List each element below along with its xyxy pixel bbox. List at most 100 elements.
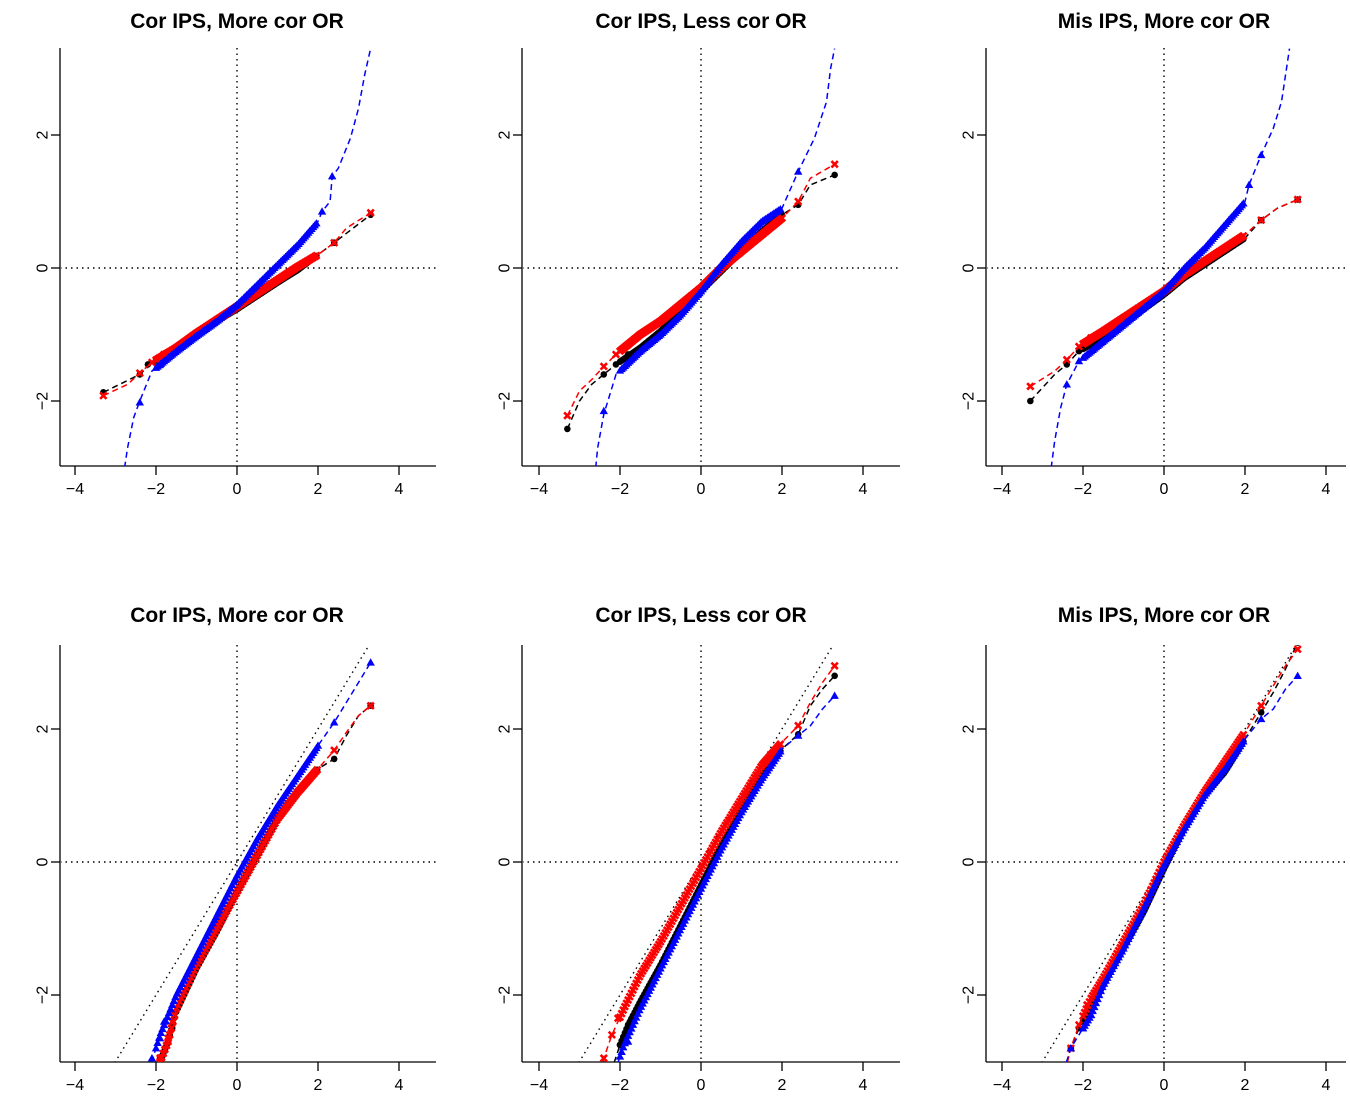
panel-title: Cor IPS, Less cor OR (595, 10, 806, 33)
point-marker (794, 197, 803, 206)
point-marker (830, 160, 839, 169)
x-tick-label: 2 (1241, 481, 1250, 498)
point-marker (830, 661, 839, 670)
series-red (599, 661, 839, 1062)
point-marker (366, 658, 375, 666)
point-marker (366, 701, 375, 710)
point-marker (164, 1034, 173, 1043)
y-tick-label: 0 (35, 263, 52, 272)
point-marker (1090, 1002, 1099, 1011)
x-tick-label: 2 (1241, 1077, 1250, 1094)
point-marker (617, 1047, 626, 1056)
x-tick-label: −2 (611, 481, 629, 498)
x-tick-label: −4 (530, 1077, 548, 1094)
point-marker (599, 406, 608, 415)
point-marker (313, 741, 323, 749)
x-tick-label: 2 (314, 481, 323, 498)
panel-title: Mis IPS, More cor OR (1058, 604, 1270, 627)
plot-area (523, 645, 900, 1071)
y-tick-label: −2 (961, 986, 978, 1004)
point-marker (147, 358, 157, 367)
point-marker (155, 1034, 165, 1042)
series-curve (1065, 675, 1299, 1062)
point-marker (599, 362, 608, 371)
point-marker (600, 371, 608, 378)
point-marker (1062, 355, 1071, 364)
point-marker (612, 361, 620, 368)
series-black (156, 702, 374, 1062)
point-marker (612, 1064, 620, 1071)
x-tick-label: 0 (697, 1077, 706, 1094)
x-tick-label: −4 (530, 481, 548, 498)
point-marker (147, 1053, 157, 1062)
point-marker (619, 1043, 628, 1051)
plot-area (987, 645, 1346, 1062)
point-marker (153, 1038, 162, 1047)
point-marker (794, 721, 803, 730)
point-marker (563, 411, 572, 420)
point-marker (794, 731, 803, 739)
point-marker (611, 350, 621, 359)
panel-title: Mis IPS, More cor OR (1058, 10, 1270, 33)
y-tick-label: 0 (961, 857, 978, 866)
point-marker (564, 425, 571, 433)
point-marker (794, 167, 803, 175)
point-marker (317, 207, 327, 215)
x-tick-label: 4 (859, 481, 868, 498)
x-tick-label: −2 (1074, 1077, 1092, 1094)
x-tick-label: −4 (993, 1077, 1011, 1094)
point-marker (159, 1017, 169, 1025)
point-marker (158, 1024, 167, 1033)
y-tick-label: −2 (497, 392, 514, 410)
point-marker (330, 718, 339, 726)
point-marker (1093, 994, 1102, 1003)
point-marker (166, 1004, 175, 1013)
point-marker (830, 691, 839, 699)
point-marker (1239, 737, 1248, 745)
x-tick-label: 4 (859, 1077, 868, 1094)
y-tick-label: 2 (497, 130, 514, 139)
y-tick-label: −2 (35, 986, 52, 1004)
series-black (613, 672, 838, 1062)
y-tick-label: 2 (497, 724, 514, 733)
point-marker (623, 1037, 633, 1045)
x-tick-label: −4 (66, 1077, 84, 1094)
panel-2: Cor IPS, Less cor OR −4 −2 0 2 4 −2 0 2 (497, 10, 900, 498)
x-tick-label: 2 (314, 1077, 323, 1094)
plot-area (987, 48, 1346, 466)
point-marker (155, 360, 165, 368)
x-tick-label: 4 (1322, 1077, 1331, 1094)
x-tick-label: −4 (66, 481, 84, 498)
point-marker (1293, 645, 1302, 654)
y-tick-label: 0 (497, 263, 514, 272)
point-marker (776, 747, 785, 755)
point-marker (831, 672, 838, 680)
point-marker (1257, 216, 1266, 225)
series-curve (159, 705, 372, 1062)
y-tick-label: 2 (961, 130, 978, 139)
point-marker (1086, 1010, 1096, 1019)
panel-title: Cor IPS, More cor OR (130, 10, 344, 33)
point-marker (163, 1012, 172, 1021)
x-tick-label: 0 (1160, 1077, 1169, 1094)
point-marker (1074, 1020, 1084, 1030)
panel-1: Cor IPS, More cor OR −4 −2 0 2 4 −2 0 2 (35, 10, 436, 498)
point-marker (156, 1028, 166, 1037)
point-marker (599, 1054, 608, 1062)
series-blue (612, 691, 839, 1071)
series-curve (595, 48, 836, 466)
point-marker (170, 1010, 179, 1020)
x-tick-label: 4 (395, 481, 404, 498)
point-marker (1239, 730, 1248, 739)
point-marker (312, 251, 321, 260)
y-tick-label: −2 (961, 392, 978, 410)
point-marker (1078, 1024, 1088, 1032)
x-tick-label: −4 (993, 481, 1011, 498)
point-marker (135, 398, 144, 406)
point-marker (1082, 1000, 1092, 1010)
point-marker (330, 746, 339, 755)
point-marker (135, 368, 144, 378)
series-blue (147, 658, 375, 1062)
panel-3: Mis IPS, More cor OR −4 −2 0 2 4 −2 0 2 (961, 10, 1346, 498)
point-marker (776, 740, 785, 749)
